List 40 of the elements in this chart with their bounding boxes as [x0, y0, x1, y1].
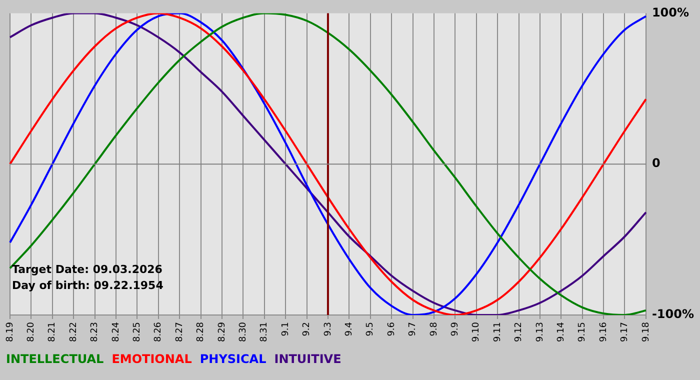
x-tick-label: 9.4 — [344, 322, 355, 336]
x-tick-label: 8.20 — [26, 322, 37, 342]
text: INTELLECTUAL — [6, 352, 104, 366]
annotation: Day of birth: 09.22.1954 — [12, 278, 164, 292]
x-tick-label: 9.18 — [641, 322, 652, 342]
x-tick-label: 8.29 — [217, 322, 228, 342]
y-tick-label: 0 — [652, 156, 660, 170]
x-tick-label: 8.23 — [90, 322, 100, 342]
x-tick-label: 9.6 — [386, 322, 397, 336]
x-tick-label: 9.12 — [514, 322, 524, 342]
x-tick-label: 9.10 — [472, 322, 482, 342]
x-tick-label: 9.15 — [578, 322, 588, 342]
text: PHYSICAL — [200, 352, 266, 366]
y-tick-label: 100% — [652, 5, 690, 20]
x-tick-label: 8.28 — [196, 322, 206, 342]
x-tick-label: 9.17 — [620, 322, 630, 342]
x-tick-label: 9.14 — [556, 322, 566, 342]
x-tick-label: 8.22 — [68, 322, 79, 342]
x-tick-label: 8.19 — [5, 322, 16, 342]
x-tick-label: 9.9 — [450, 322, 461, 336]
y-tick-label: -100% — [652, 307, 694, 322]
x-tick-label: 9.5 — [366, 322, 376, 336]
x-tick-label: 9.11 — [492, 322, 503, 342]
x-tick-label: 9.8 — [429, 322, 440, 336]
x-tick-label: 8.26 — [154, 322, 164, 342]
x-tick-label: 9.2 — [302, 322, 312, 336]
text: INTUITIVE — [274, 352, 342, 366]
x-tick-label: 8.21 — [48, 322, 58, 342]
x-tick-label: 9.1 — [280, 322, 291, 336]
text: EMOTIONAL — [112, 352, 192, 366]
x-tick-label: 8.27 — [174, 322, 185, 342]
x-tick-label: 9.16 — [598, 322, 609, 342]
x-tick-label: 8.25 — [132, 322, 143, 342]
annotation: Target Date: 09.03.2026 — [12, 262, 163, 276]
x-tick-label: 8.30 — [238, 322, 249, 342]
x-tick-label: 9.3 — [323, 322, 334, 336]
x-tick-label: 9.13 — [535, 322, 546, 342]
x-tick-label: 9.7 — [408, 322, 418, 336]
x-tick-label: 8.31 — [260, 322, 270, 342]
x-tick-label: 8.24 — [111, 322, 122, 342]
